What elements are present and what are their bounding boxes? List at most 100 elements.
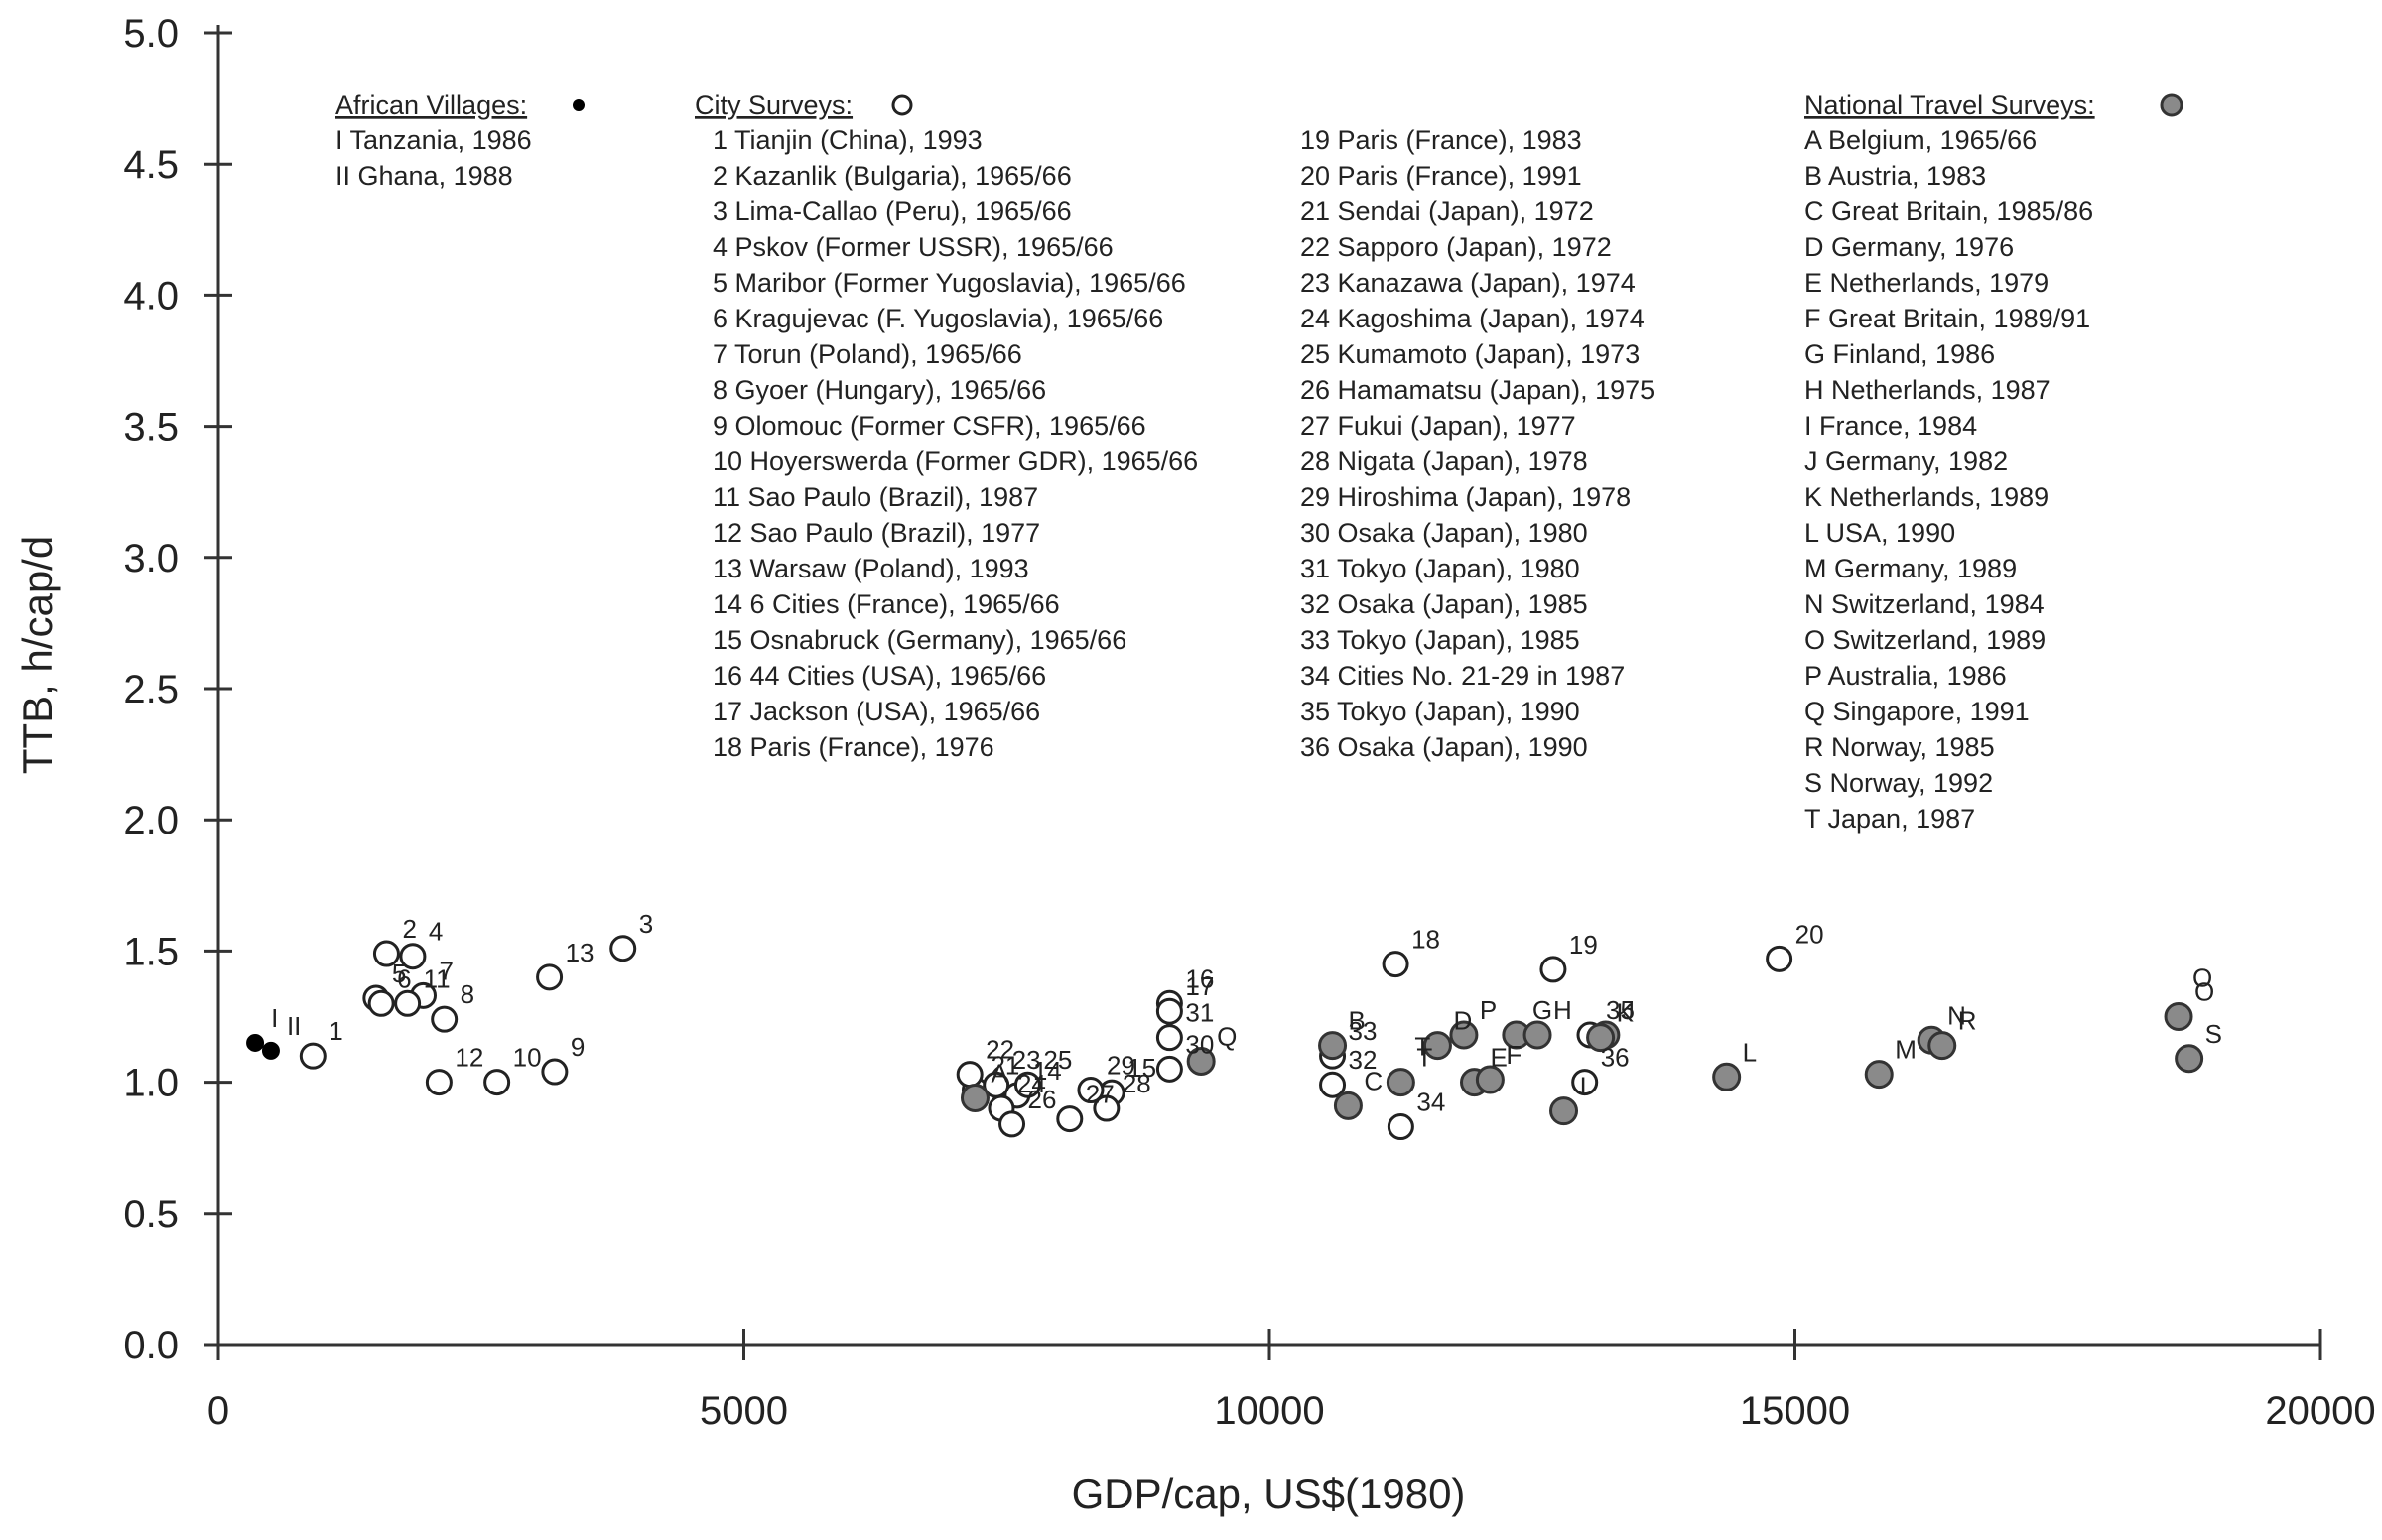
legend-item-national-travel-survey: J Germany, 1982 [1804, 447, 2008, 476]
x-tick-label: 5000 [700, 1389, 788, 1433]
legend-item-city-survey: 11 Sao Paulo (Brazil), 1987 [713, 482, 1038, 512]
point-national-travel-survey [1333, 1091, 1363, 1120]
point-national-travel-survey [1475, 1065, 1505, 1094]
point-label-city-survey: 15 [1127, 1053, 1156, 1083]
point-label-national-travel-survey: K [1617, 998, 1635, 1028]
legend-item-city-survey: 27 Fukui (Japan), 1977 [1300, 411, 1576, 441]
x-tick-label: 10000 [1214, 1389, 1324, 1433]
legend-heading-african-villages: African Villages: [335, 90, 527, 120]
legend-item-city-survey: 31 Tokyo (Japan), 1980 [1300, 554, 1580, 583]
legend-item-national-travel-survey: G Finland, 1986 [1804, 339, 1995, 369]
y-tick-label: 4.0 [123, 274, 179, 318]
point-city-survey [956, 1061, 984, 1089]
legend-item-national-travel-survey: S Norway, 1992 [1804, 768, 1993, 798]
legend-item-city-survey: 7 Torun (Poland), 1965/66 [713, 339, 1022, 369]
point-label-city-survey: 10 [513, 1043, 542, 1073]
legend-item-city-survey: 15 Osnabruck (Germany), 1965/66 [713, 625, 1126, 655]
point-label-city-survey: 1 [329, 1016, 342, 1046]
legend-marker-city-surveys [891, 94, 913, 116]
point-city-survey [1093, 1094, 1121, 1122]
point-label-city-survey: 23 [1012, 1045, 1041, 1075]
point-label-national-travel-survey: R [1958, 1006, 1977, 1036]
point-city-survey [399, 943, 427, 970]
point-city-survey [1571, 1069, 1599, 1096]
legend-item-city-survey: 32 Osaka (Japan), 1985 [1300, 589, 1588, 619]
point-label-city-survey: 34 [1416, 1088, 1445, 1117]
legend-item-national-travel-survey: D Germany, 1976 [1804, 232, 2014, 262]
point-label-national-travel-survey: F [1506, 1040, 1522, 1070]
y-tick-label: 3.0 [123, 537, 179, 580]
point-label-city-survey: 5 [392, 959, 406, 988]
legend-item-city-survey: 26 Hamamatsu (Japan), 1975 [1300, 375, 1654, 405]
legend-item-national-travel-survey: F Great Britain, 1989/91 [1804, 304, 2090, 333]
x-tick-label: 15000 [1740, 1389, 1850, 1433]
point-label-national-travel-survey: C [1364, 1066, 1383, 1095]
legend-item-city-survey: 28 Nigata (Japan), 1978 [1300, 447, 1588, 476]
legend-item-city-survey: 6 Kragujevac (F. Yugoslavia), 1965/66 [713, 304, 1163, 333]
legend-item-city-survey: 1 Tianjin (China), 1993 [713, 125, 983, 155]
point-city-survey [367, 989, 395, 1017]
annotation-label: O [2192, 963, 2212, 993]
legend-item-city-survey: 24 Kagoshima (Japan), 1974 [1300, 304, 1645, 333]
point-label-national-travel-survey: A [991, 1058, 1008, 1088]
legend-item-city-survey: 34 Cities No. 21-29 in 1987 [1300, 661, 1625, 691]
point-label-city-survey: 8 [461, 979, 474, 1009]
point-label-city-survey: 19 [1569, 930, 1598, 960]
annotation-label: T [1414, 1031, 1430, 1061]
point-city-survey [1387, 1113, 1414, 1141]
point-city-survey [394, 989, 422, 1017]
legend-item-city-survey: 33 Tokyo (Japan), 1985 [1300, 625, 1580, 655]
point-label-city-survey: 24 [1017, 1069, 1046, 1098]
point-label-city-survey: 20 [1795, 919, 1824, 949]
point-city-survey [372, 940, 400, 967]
legend-item-city-survey: 25 Kumamoto (Japan), 1973 [1300, 339, 1640, 369]
point-national-travel-survey [1318, 1031, 1348, 1061]
y-tick-label: 4.5 [123, 143, 179, 187]
y-axis-title: TTB, h/cap/d [14, 536, 61, 774]
point-label-city-survey: 31 [1185, 998, 1214, 1028]
legend-marker-national-travel-surveys [2160, 93, 2184, 117]
legend-item-city-survey: 22 Sapporo (Japan), 1972 [1300, 232, 1612, 262]
x-tick-label: 20000 [2265, 1389, 2375, 1433]
point-city-survey [1013, 1071, 1041, 1098]
point-label-city-survey: 22 [986, 1035, 1014, 1065]
point-label-city-survey: 21 [991, 1051, 1019, 1081]
legend-item-city-survey: 30 Osaka (Japan), 1980 [1300, 518, 1588, 548]
legend-item-city-survey: 5 Maribor (Former Yugoslavia), 1965/66 [713, 268, 1186, 298]
point-label-national-travel-survey: G [1532, 995, 1552, 1025]
point-label-national-travel-survey: T [1416, 1043, 1432, 1073]
legend-item-city-survey: 14 6 Cities (France), 1965/66 [713, 589, 1060, 619]
point-african-village [261, 1041, 280, 1060]
legend-item-city-survey: 36 Osaka (Japan), 1990 [1300, 732, 1588, 762]
point-label-city-survey: 30 [1185, 1029, 1214, 1059]
y-tick-label: 0.0 [123, 1324, 179, 1367]
point-city-survey [299, 1042, 327, 1070]
point-african-village [246, 1033, 265, 1052]
point-city-survey [1056, 1105, 1084, 1133]
legend-item-city-survey: 29 Hiroshima (Japan), 1978 [1300, 482, 1631, 512]
point-label-african-village: I [271, 1003, 278, 1033]
legend-item-national-travel-survey: C Great Britain, 1985/86 [1804, 196, 2093, 226]
point-city-survey [609, 935, 637, 962]
y-tick-label: 1.5 [123, 930, 179, 973]
y-tick-label: 2.0 [123, 799, 179, 842]
point-label-city-survey: 32 [1349, 1045, 1378, 1075]
point-city-survey [536, 963, 564, 991]
point-city-survey [1319, 1071, 1347, 1098]
y-tick-label: 3.5 [123, 406, 179, 449]
legend-item-national-travel-survey: A Belgium, 1965/66 [1804, 125, 2037, 155]
legend-item-city-survey: 17 Jackson (USA), 1965/66 [713, 697, 1040, 726]
point-label-national-travel-survey: H [1553, 995, 1572, 1025]
legend-item-national-travel-survey: O Switzerland, 1989 [1804, 625, 2046, 655]
points-layer [246, 935, 2204, 1141]
point-label-african-village: II [287, 1011, 301, 1041]
point-city-survey [998, 1110, 1026, 1138]
point-label-city-survey: 35 [1606, 995, 1635, 1025]
point-label-city-survey: 14 [1033, 1056, 1062, 1086]
point-label-national-travel-survey: O [2194, 977, 2214, 1007]
legend-item-national-travel-survey: Q Singapore, 1991 [1804, 697, 2030, 726]
legend-item-city-survey: 35 Tokyo (Japan), 1990 [1300, 697, 1580, 726]
point-city-survey [425, 1069, 453, 1096]
